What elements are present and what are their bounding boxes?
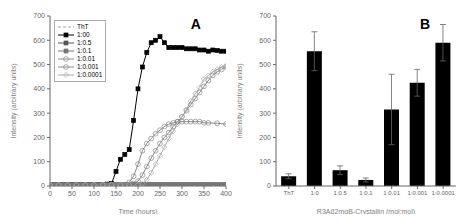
svg-text:400: 400 [220,190,232,197]
svg-text:700: 700 [33,12,45,19]
svg-text:1:0.0001: 1:0.0001 [431,190,455,196]
html-text:B: B [420,16,431,32]
html-text:1:0.5: 1:0.5 [77,39,92,46]
svg-text:500: 500 [33,61,45,68]
svg-text:250: 250 [154,190,166,197]
html-text:1:0.1: 1:0.1 [77,47,92,54]
svg-text:400: 400 [33,85,45,92]
svg-text:1:0.001: 1:0.001 [407,190,428,196]
html-text:1:00: 1:00 [77,31,90,38]
svg-text:Intensity (arbitrary units): Intensity (arbitrary units) [10,63,18,138]
svg-text:0: 0 [48,190,52,197]
svg-text:100: 100 [88,190,100,197]
svg-text:350: 350 [198,190,210,197]
svg-text:Time (hours): Time (hours) [118,208,157,214]
svg-text:300: 300 [176,190,188,197]
svg-text:1:0: 1:0 [310,190,319,196]
html-text:1:0.01: 1:0.01 [77,55,96,62]
svg-text:300: 300 [33,110,45,117]
svg-text:Intensity (arbitrary units): Intensity (arbitrary units) [236,63,244,138]
svg-text:400: 400 [259,85,271,92]
svg-text:600: 600 [33,37,45,44]
svg-text:R3Aβ2mαB-Crystallin (mol:mol): R3Aβ2mαB-Crystallin (mol:mol) [317,208,415,214]
svg-text:ThT: ThT [284,190,295,196]
html-text:ThT: ThT [77,23,89,30]
svg-text:100: 100 [259,158,271,165]
html-text:1:0.0001: 1:0.0001 [77,71,103,78]
svg-text:0: 0 [41,182,45,189]
svg-text:150: 150 [110,190,122,197]
html-text:A: A [190,16,201,32]
svg-text:200: 200 [33,134,45,141]
svg-text:200: 200 [259,134,271,141]
html-text:1:0.001: 1:0.001 [77,63,99,70]
svg-text:50: 50 [68,190,76,197]
svg-text:1:0.01: 1:0.01 [383,190,400,196]
svg-text:600: 600 [259,37,271,44]
svg-text:1:0.5: 1:0.5 [334,190,348,196]
svg-text:700: 700 [259,12,271,19]
svg-text:100: 100 [33,158,45,165]
svg-text:300: 300 [259,110,271,117]
svg-text:200: 200 [132,190,144,197]
svg-text:1:0.1: 1:0.1 [359,190,373,196]
svg-text:500: 500 [259,61,271,68]
svg-text:0: 0 [267,182,271,189]
